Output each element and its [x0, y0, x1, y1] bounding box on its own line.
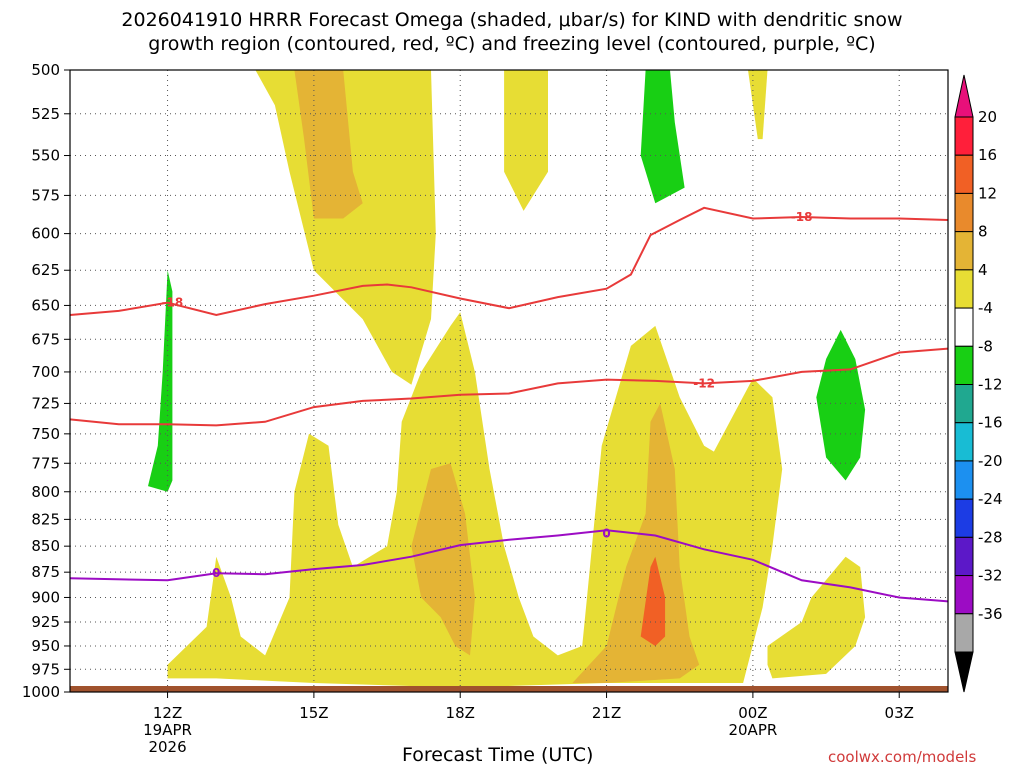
omega-neg4to-8-b — [640, 70, 685, 204]
omega-8to12-a — [294, 70, 363, 219]
colorbar-label-3: 8 — [978, 223, 988, 241]
freezing-level-line — [69, 529, 949, 603]
colorbar-label-8: -16 — [978, 414, 1003, 432]
colorbar-swatch-2 — [954, 192, 974, 233]
credit-text: coolwx.com/models — [828, 748, 977, 766]
xtick-label-00Z: 00Z — [738, 704, 767, 722]
xtick-label-18Z: 18Z — [446, 704, 475, 722]
ground-surface — [70, 686, 948, 692]
colorbar-label-4: 4 — [978, 261, 988, 279]
omega-8to12-b — [411, 463, 475, 656]
ytick-label-800: 800 — [31, 483, 60, 501]
colorbar-label-5: -4 — [978, 299, 993, 317]
colorbar-label-12: -32 — [978, 567, 1003, 585]
xtick-label-21Z: 21Z — [592, 704, 621, 722]
colorbar-swatch-4 — [954, 269, 974, 309]
omega-8to12-c — [572, 403, 700, 683]
x-axis-label: Forecast Time (UTC) — [402, 744, 594, 766]
colorbar-swatch-5 — [954, 307, 974, 347]
colorbar-swatch-0 — [954, 116, 974, 156]
xtick-year-12Z: 2026 — [148, 738, 186, 756]
ytick-label-950: 950 — [31, 637, 60, 655]
plot-frame — [69, 69, 949, 693]
omega-neg4to-8-a — [148, 270, 173, 492]
xtick-date-12Z: 19APR — [143, 721, 192, 739]
omega-4to8-d — [748, 70, 768, 140]
dgz-minus18-line — [69, 206, 949, 317]
colorbar-swatch-6 — [954, 345, 974, 385]
ytick-label-1000: 1000 — [22, 683, 60, 701]
ytick-label-600: 600 — [31, 225, 60, 243]
dgz-minus12-line — [69, 347, 949, 427]
colorbar-label-13: -36 — [978, 605, 1003, 623]
colorbar-swatch-13 — [954, 613, 974, 653]
dgz-minus12-label: -12 — [693, 376, 715, 390]
colorbar-swatch-10 — [954, 498, 974, 538]
colorbar-label-1: 16 — [978, 146, 997, 164]
dgz-minus18-label-2: -18 — [791, 210, 813, 224]
contours: -18 -18 -12 0 0 — [69, 206, 949, 603]
ground-bar — [70, 686, 948, 692]
chart-title-line2: growth region (contoured, red, ºC) and f… — [148, 33, 876, 55]
ytick-label-825: 825 — [31, 510, 60, 528]
ytick-label-725: 725 — [31, 394, 60, 412]
ytick-label-500: 500 — [31, 61, 60, 79]
ytick-label-900: 900 — [31, 588, 60, 606]
colorbar-swatch-12 — [954, 575, 974, 615]
ytick-label-575: 575 — [31, 186, 60, 204]
colorbar-swatch-3 — [954, 231, 974, 271]
colorbar-top-arrow — [954, 74, 974, 118]
colorbar-swatch-11 — [954, 536, 974, 577]
chart-title: 2026041910 HRRR Forecast Omega (shaded, … — [0, 8, 1024, 56]
xtick-label-15Z: 15Z — [299, 704, 328, 722]
colorbar-label-10: -24 — [978, 490, 1003, 508]
y-axis: 500 525 550 575 600 625 650 675 700 725 750 775 800 8… — [22, 61, 70, 701]
omega-shading — [148, 70, 866, 688]
dgz-minus18-label: -18 — [162, 296, 184, 310]
ytick-label-675: 675 — [31, 330, 60, 348]
colorbar-swatch-1 — [954, 154, 974, 194]
colorbar-label-11: -28 — [978, 528, 1003, 546]
freezing-level-label: 0 — [602, 526, 610, 540]
xtick-date-00Z: 20APR — [728, 721, 777, 739]
colorbar-swatch-9 — [954, 460, 974, 500]
colorbar-label-9: -20 — [978, 452, 1003, 470]
colorbar: 20 16 12 8 4 -4 -8 -12 -16 -20 -24 -28 -32 -36 — [954, 74, 1003, 693]
xtick-label-03Z: 03Z — [885, 704, 914, 722]
colorbar-label-0: 20 — [978, 108, 997, 126]
ytick-label-775: 775 — [31, 454, 60, 472]
freezing-level-label-2: 0 — [212, 566, 220, 580]
chart-title-line1: 2026041910 HRRR Forecast Omega (shaded, … — [121, 9, 903, 31]
colorbar-swatch-8 — [954, 422, 974, 462]
colorbar-bottom-arrow — [954, 651, 974, 693]
ytick-label-625: 625 — [31, 261, 60, 279]
ytick-label-875: 875 — [31, 563, 60, 581]
colorbar-label-6: -8 — [978, 337, 993, 355]
ytick-label-550: 550 — [31, 147, 60, 165]
ytick-label-700: 700 — [31, 363, 60, 381]
xtick-label-12Z: 12Z — [153, 704, 182, 722]
omega-12to16 — [640, 556, 666, 646]
ytick-label-650: 650 — [31, 296, 60, 314]
colorbar-label-2: 12 — [978, 184, 997, 202]
ytick-label-850: 850 — [31, 537, 60, 555]
ytick-label-925: 925 — [31, 613, 60, 631]
omega-4to8-c — [767, 556, 866, 679]
ytick-label-975: 975 — [31, 660, 60, 678]
ytick-label-525: 525 — [31, 105, 60, 123]
ytick-label-750: 750 — [31, 425, 60, 443]
colorbar-swatch-7 — [954, 384, 974, 424]
colorbar-label-7: -12 — [978, 376, 1003, 394]
